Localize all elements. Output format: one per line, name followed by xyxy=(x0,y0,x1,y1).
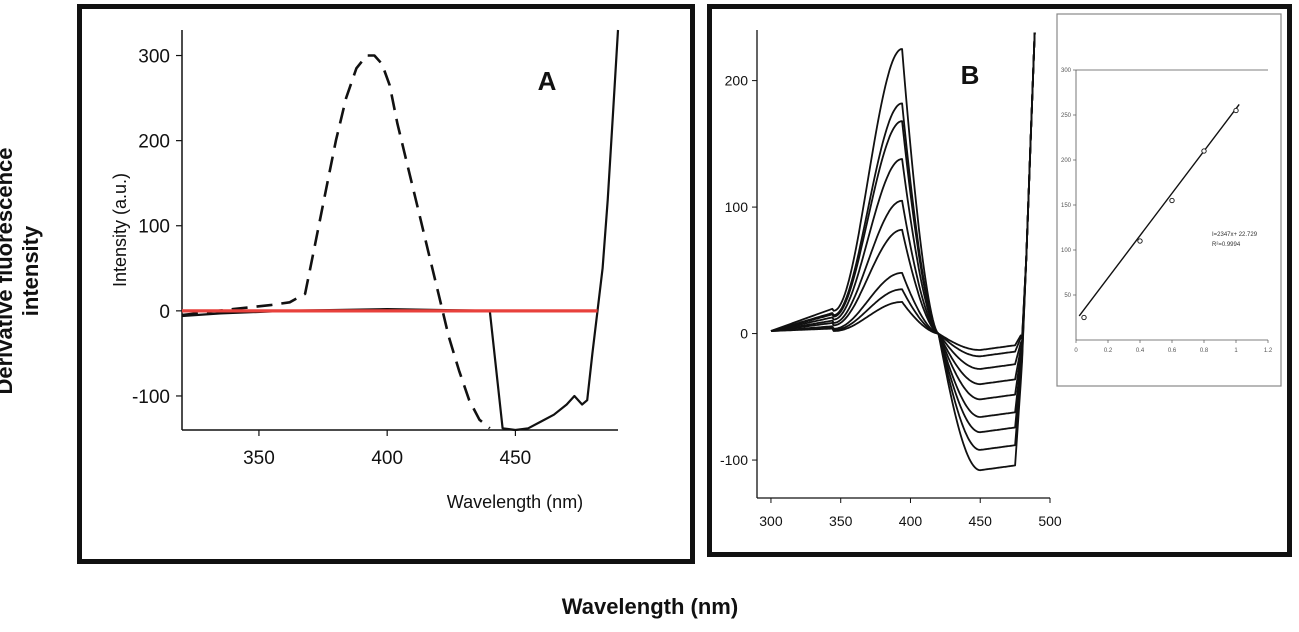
panel-a-x-tick-label: 350 xyxy=(243,448,275,469)
figure-y-axis-label: Derivative fluorescence intensity xyxy=(0,147,43,395)
inset-y-tick-label: 150 xyxy=(1061,203,1072,209)
panel-b-y-tick-label: 200 xyxy=(725,73,749,89)
inset-x-tick-label: 0 xyxy=(1074,348,1078,354)
panel-b-curve-6 xyxy=(770,32,1036,418)
panel-b-x-tick-label: 300 xyxy=(759,513,783,529)
panel-b-x-tick-label: 500 xyxy=(1038,513,1062,529)
inset-y-tick-label: 50 xyxy=(1064,293,1071,299)
panel-a-series-line-1 xyxy=(181,54,491,430)
inset-fit-line xyxy=(1078,104,1240,317)
panel-a-label: A xyxy=(538,66,557,96)
panel-a-x-tick-label: 400 xyxy=(371,448,403,469)
inset-x-tick-label: 0.2 xyxy=(1104,348,1113,354)
panel-a-x-tick-label: 450 xyxy=(500,448,532,469)
inset-frame xyxy=(1056,13,1282,387)
inset-r-squared: R²=0.9994 xyxy=(1212,242,1241,248)
inset-y-tick-label: 100 xyxy=(1061,248,1072,254)
panel-b-y-tick-label: -100 xyxy=(720,452,748,468)
panel-b-curve-9 xyxy=(770,32,1036,472)
panel-a-y-tick-label: -100 xyxy=(132,387,170,408)
inset-data-point xyxy=(1233,107,1239,114)
panel-b-x-tick-label: 450 xyxy=(969,513,993,529)
panel-b-curve-3 xyxy=(770,32,1036,370)
panel-b-label: B xyxy=(961,60,980,90)
panel-a-y-tick-label: 300 xyxy=(138,47,170,68)
panel-a-y-tick-label: 0 xyxy=(159,302,170,323)
inset-data-point xyxy=(1169,197,1175,204)
inset-y-tick-label: 300 xyxy=(1061,68,1072,74)
panel-a-y-tick-label: 100 xyxy=(138,217,170,238)
inset-x-tick-label: 0.4 xyxy=(1136,348,1145,354)
panel-b-curve-5 xyxy=(770,32,1036,401)
panel-b-curve-8 xyxy=(770,32,1036,451)
inset-x-tick-label: 1 xyxy=(1234,348,1238,354)
panel-b-y-tick-label: 0 xyxy=(740,326,748,342)
inset-data-point xyxy=(1201,148,1207,154)
inset-data-point xyxy=(1137,238,1143,244)
panel-b-curve-4 xyxy=(770,32,1036,386)
figure-x-axis-label: Wavelength (nm) xyxy=(561,594,739,619)
panel-b-curve-1 xyxy=(771,32,1036,351)
panel-b-y-tick-label: 100 xyxy=(725,199,749,215)
inset-x-tick-label: 1.2 xyxy=(1264,348,1273,354)
inset-y-tick-label: 250 xyxy=(1061,113,1072,119)
inset-y-tick-label: 200 xyxy=(1061,158,1072,164)
inset-x-tick-label: 0.8 xyxy=(1200,348,1209,354)
panel-a xyxy=(77,4,695,564)
panel-a-x-axis-label: Wavelength (nm) xyxy=(447,492,583,512)
inset-equation: I=2347x+ 22.729 xyxy=(1212,232,1258,238)
panel-b-curve-2 xyxy=(771,32,1036,358)
inset-data-point xyxy=(1081,314,1087,321)
inset-x-tick-label: 0.6 xyxy=(1168,348,1177,354)
panel-b-x-tick-label: 400 xyxy=(899,513,923,529)
panel-b-x-tick-label: 350 xyxy=(829,513,853,529)
panel-a-y-axis-label: Intensity (a.u.) xyxy=(110,173,130,287)
panel-a-y-tick-label: 200 xyxy=(138,132,170,153)
